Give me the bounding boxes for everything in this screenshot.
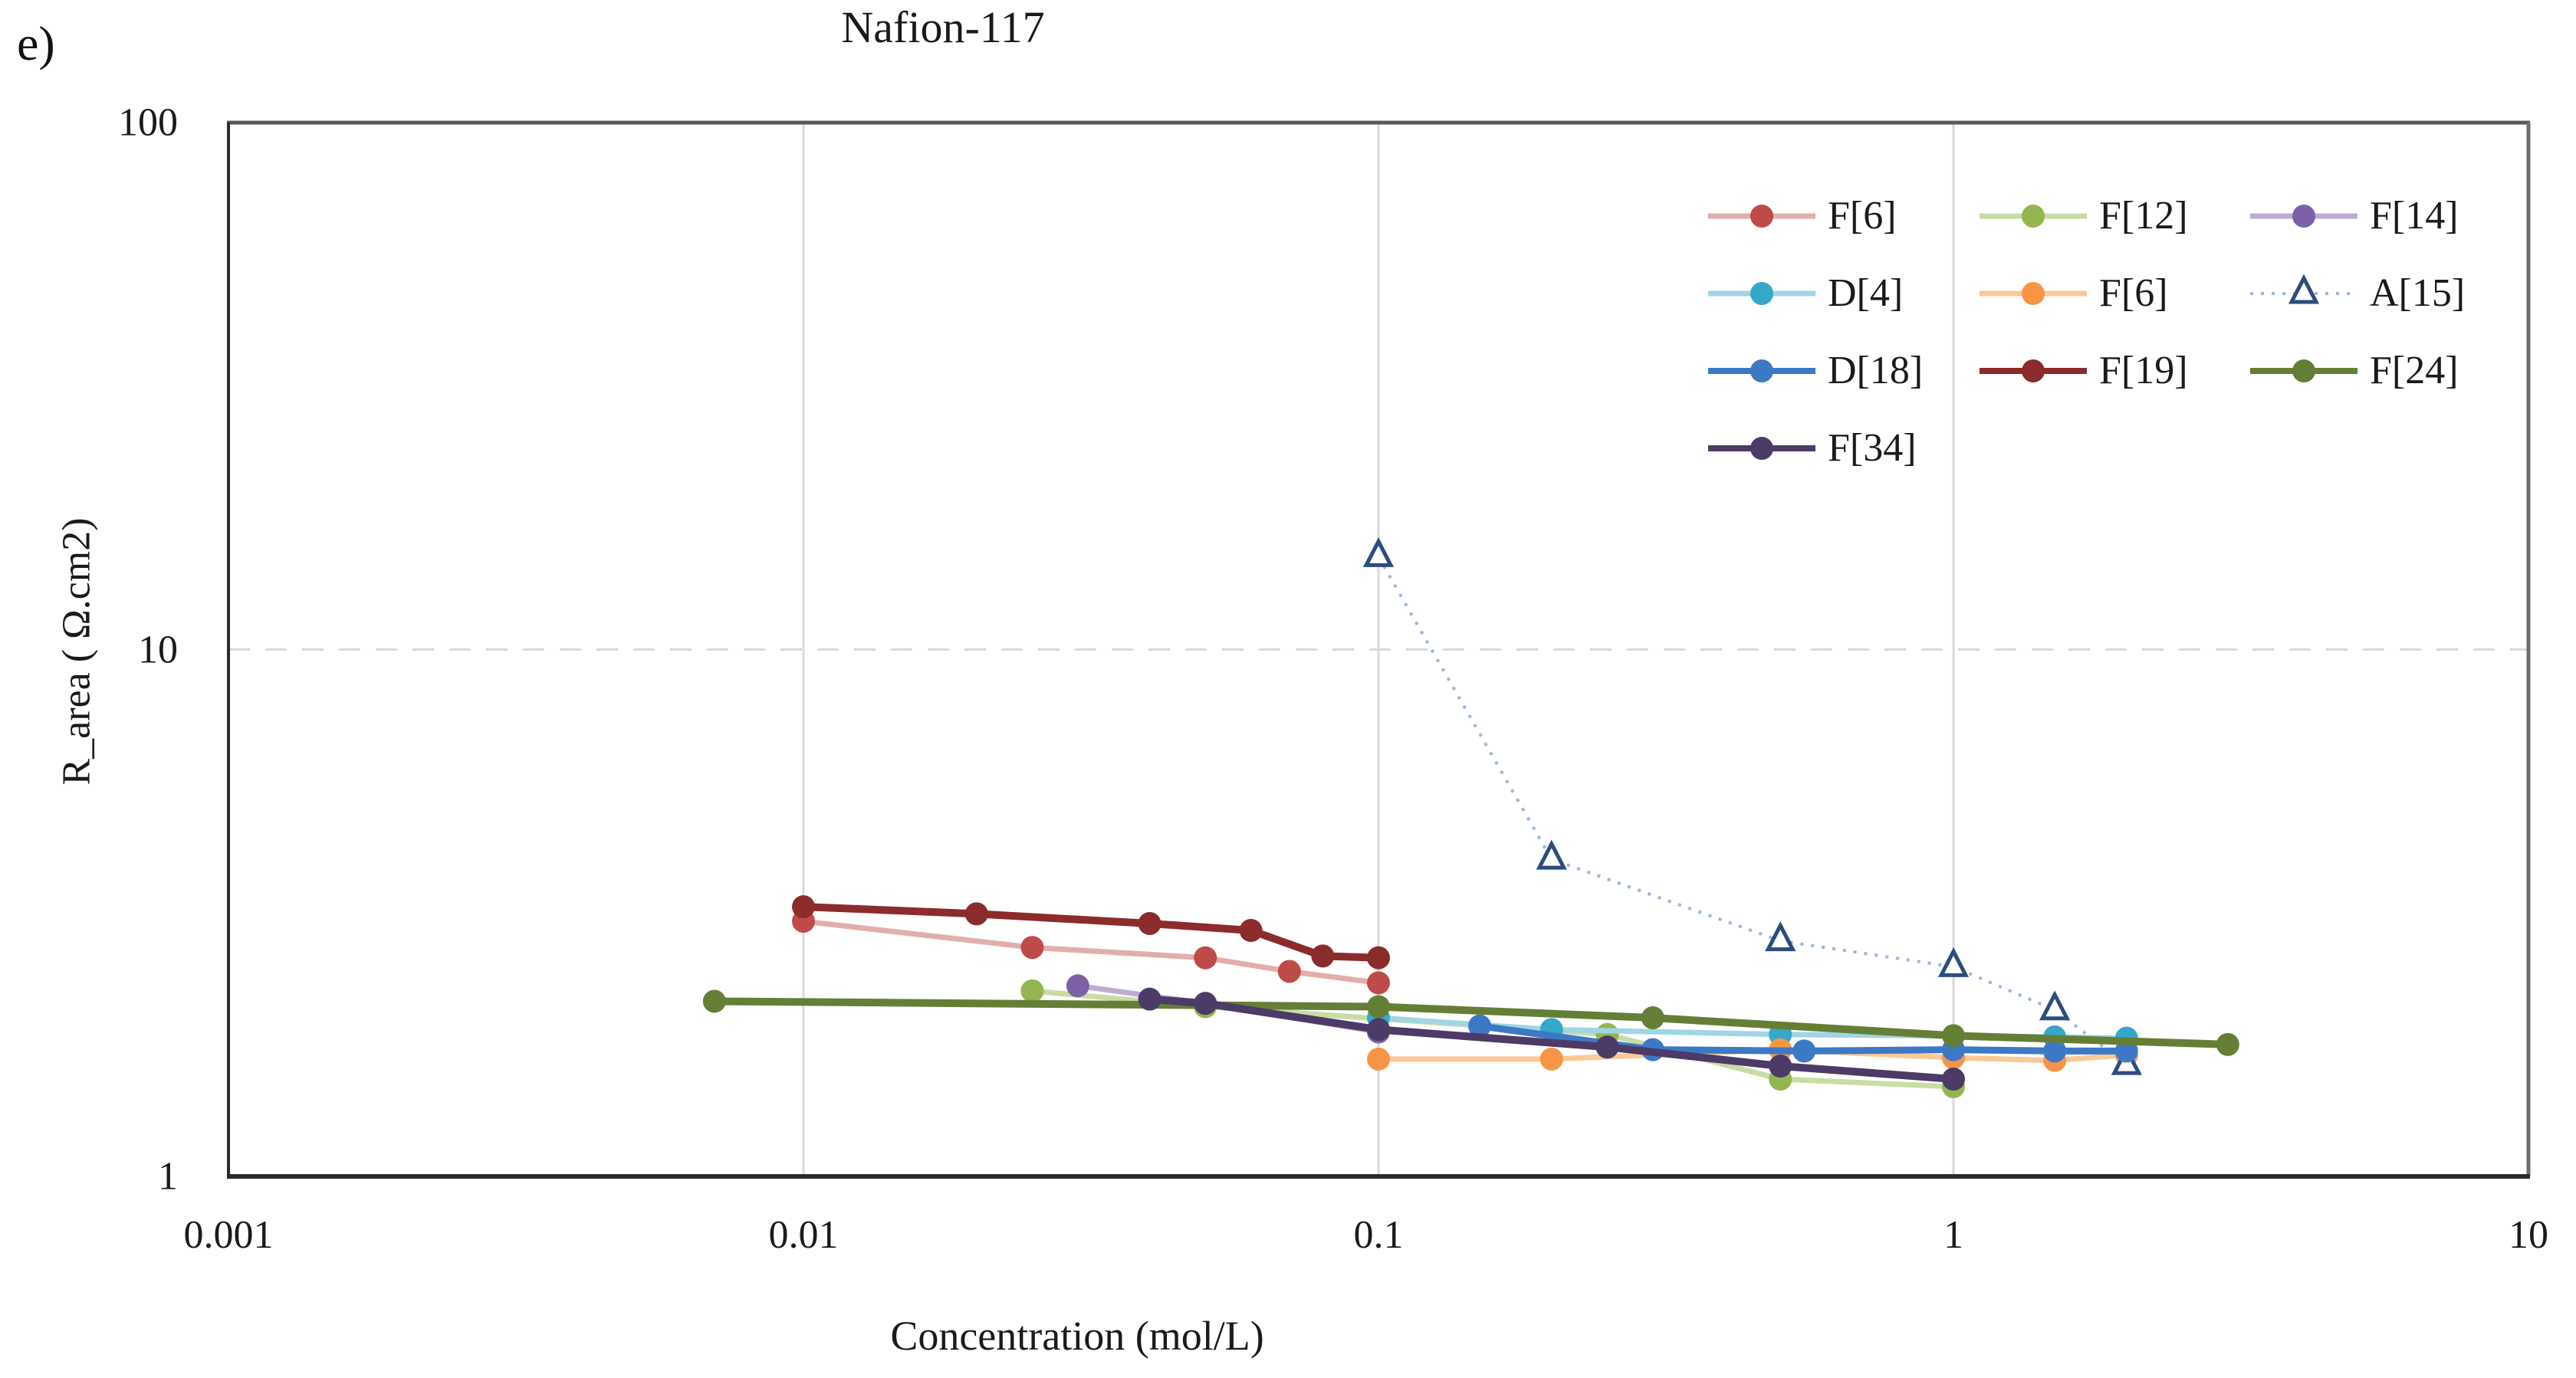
x-tick-label: 0.01	[768, 1213, 839, 1257]
data-point	[964, 902, 988, 926]
data-point	[1020, 936, 1044, 960]
data-point	[702, 989, 726, 1013]
data-point	[1942, 1024, 1965, 1048]
data-point	[1595, 1035, 1619, 1059]
data-point	[1194, 992, 1217, 1015]
y-axis-ticks: 1 10 100	[0, 0, 178, 1378]
data-point	[1641, 1006, 1664, 1030]
y-axis-title: R_area ( Ω.cm2)	[54, 517, 99, 786]
data-point	[1792, 1039, 1816, 1063]
series-line	[1377, 556, 2128, 1066]
x-tick-label: 0.001	[183, 1213, 274, 1257]
series-A[15]	[1362, 536, 2142, 1075]
data-point	[1367, 1047, 1390, 1071]
data-point	[1942, 1068, 1965, 1091]
data-point	[2114, 1039, 2138, 1063]
data-point	[1367, 995, 1390, 1019]
x-axis-ticks: 0.001 0.01 0.1 1 10	[0, 1212, 2576, 1274]
data-point	[1367, 1018, 1390, 1042]
data-point	[1066, 974, 1089, 998]
data-point	[1020, 979, 1044, 1002]
data-point	[1138, 911, 1162, 935]
data-point	[1937, 947, 1970, 977]
series-F[34]	[1138, 987, 1965, 1091]
data-point	[1367, 946, 1390, 970]
y-tick-label: 1	[158, 1154, 178, 1199]
data-point	[1194, 946, 1217, 970]
y-tick-label: 10	[138, 628, 178, 671]
y-tick-label: 100	[118, 100, 178, 145]
data-point	[2216, 1032, 2239, 1056]
x-tick-label: 1	[1944, 1213, 1963, 1257]
x-axis-title: Concentration (mol/L)	[890, 1313, 1264, 1359]
series-F[6]	[1367, 1038, 2138, 1072]
data-point	[1362, 536, 1395, 567]
data-point	[1367, 971, 1390, 995]
data-point	[1539, 1047, 1563, 1071]
data-point	[792, 895, 815, 919]
data-point	[1769, 1054, 1792, 1078]
data-point	[2043, 1039, 2067, 1063]
data-point	[1138, 987, 1162, 1011]
panel-label: e)	[17, 16, 55, 71]
series-F[6]	[792, 910, 1390, 995]
chart-title: Nafion-117	[841, 2, 1045, 52]
data-point	[1277, 960, 1301, 983]
x-tick-label: 0.1	[1353, 1213, 1404, 1257]
data-point	[2039, 990, 2071, 1021]
data-point	[1765, 921, 1796, 952]
x-tick-label: 10	[2509, 1213, 2548, 1257]
data-point	[1536, 839, 1567, 870]
data-point	[1468, 1014, 1492, 1038]
data-point	[1239, 919, 1263, 943]
data-point	[1311, 944, 1335, 968]
series-F[19]	[792, 895, 1390, 970]
